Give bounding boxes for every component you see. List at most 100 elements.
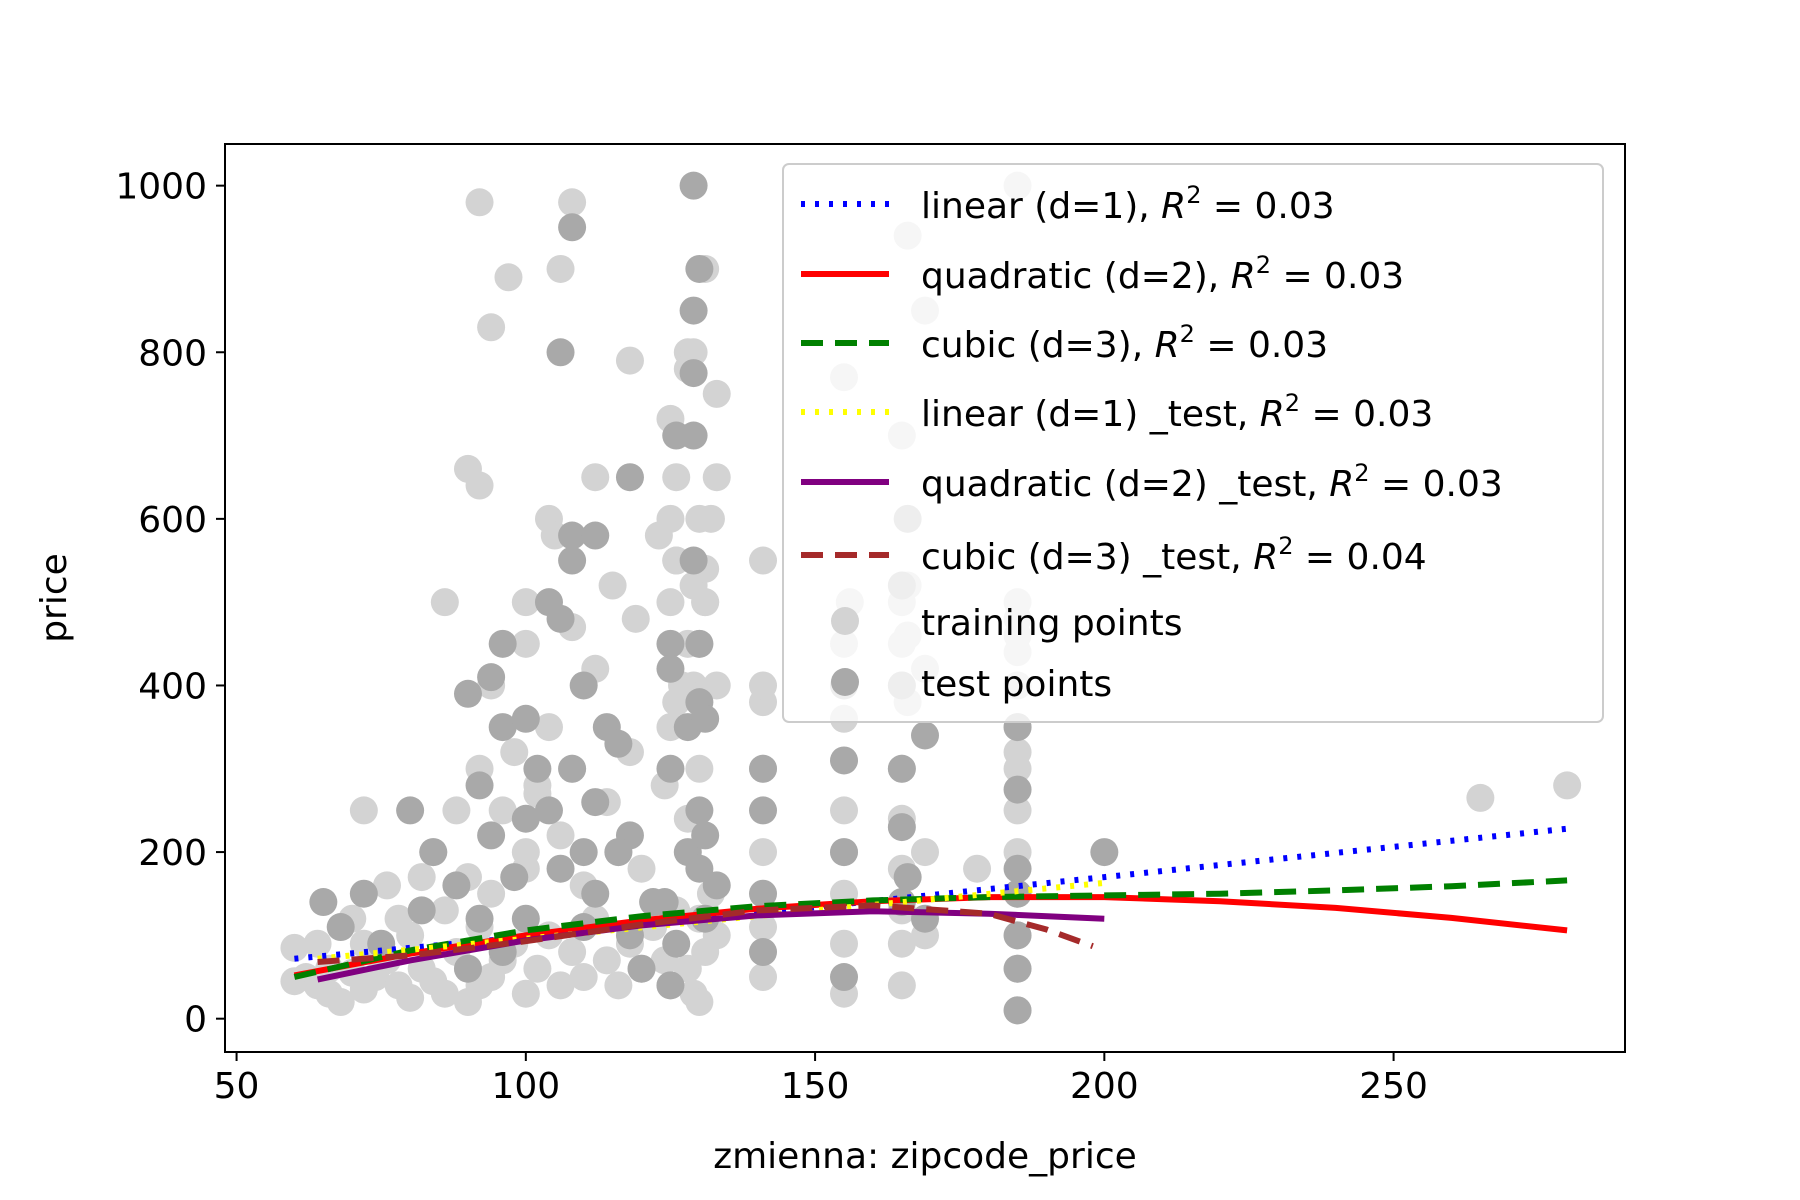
test-point bbox=[500, 863, 529, 892]
training-point bbox=[558, 188, 587, 217]
training-point bbox=[749, 838, 778, 867]
training-point bbox=[673, 954, 702, 983]
test-point bbox=[1003, 921, 1032, 950]
test-point bbox=[309, 888, 338, 917]
test-point bbox=[679, 171, 708, 200]
legend-label: cubic (d=3), R2 = 0.03 bbox=[921, 320, 1328, 366]
test-point bbox=[702, 871, 731, 900]
training-point bbox=[430, 979, 459, 1008]
training-point bbox=[430, 896, 459, 925]
test-point bbox=[477, 663, 506, 692]
test-point bbox=[887, 813, 916, 842]
test-point bbox=[679, 359, 708, 388]
training-point bbox=[749, 963, 778, 992]
y-tick-label: 600 bbox=[138, 500, 207, 541]
test-point bbox=[511, 804, 540, 833]
test-point bbox=[349, 879, 378, 908]
test-point bbox=[1003, 854, 1032, 883]
test-point bbox=[465, 904, 494, 933]
test-point bbox=[662, 929, 691, 958]
training-point bbox=[644, 521, 673, 550]
training-point bbox=[592, 946, 621, 975]
test-point bbox=[830, 963, 859, 992]
linear-test-line bbox=[317, 879, 1105, 962]
test-point bbox=[685, 254, 714, 283]
training-point bbox=[500, 738, 529, 767]
test-point bbox=[558, 213, 587, 242]
training-point bbox=[465, 188, 494, 217]
training-point bbox=[662, 463, 691, 492]
test-point bbox=[656, 971, 685, 1000]
training-point bbox=[627, 854, 656, 883]
test-point bbox=[679, 546, 708, 575]
x-tick-label: 50 bbox=[214, 1066, 260, 1107]
x-tick-label: 200 bbox=[1070, 1066, 1139, 1107]
training-point bbox=[1553, 771, 1582, 800]
training-point bbox=[621, 604, 650, 633]
test-point bbox=[691, 821, 720, 850]
test-point bbox=[407, 896, 436, 925]
training-point bbox=[407, 863, 436, 892]
training-point bbox=[494, 263, 523, 292]
test-point bbox=[419, 838, 448, 867]
training-points-legend-marker bbox=[831, 607, 859, 635]
plot-frame bbox=[224, 143, 1626, 1053]
training-point bbox=[691, 588, 720, 617]
y-axis: 0 200 400 600 800 1000 bbox=[115, 167, 225, 1041]
test-point bbox=[558, 521, 587, 550]
test-point bbox=[453, 954, 482, 983]
test-point bbox=[830, 838, 859, 867]
test-point bbox=[581, 879, 610, 908]
training-point bbox=[511, 979, 540, 1008]
training-point bbox=[685, 988, 714, 1017]
test-point bbox=[685, 854, 714, 883]
training-point bbox=[558, 938, 587, 967]
legend-label: test points bbox=[921, 664, 1112, 705]
training-point bbox=[749, 913, 778, 942]
training-point bbox=[656, 588, 685, 617]
test-point bbox=[581, 521, 610, 550]
training-point bbox=[280, 933, 309, 962]
y-tick-label: 0 bbox=[184, 1000, 207, 1041]
test-point bbox=[911, 721, 939, 750]
test-point bbox=[656, 629, 685, 658]
training-point bbox=[477, 313, 506, 342]
test-point bbox=[558, 754, 587, 783]
cubic-test-line bbox=[317, 902, 1094, 965]
test-point bbox=[685, 796, 714, 825]
test-point bbox=[679, 296, 708, 325]
x-tick-label: 250 bbox=[1359, 1066, 1428, 1107]
test-point bbox=[569, 838, 598, 867]
test-point bbox=[749, 796, 778, 825]
test-point bbox=[893, 863, 922, 892]
test-point bbox=[604, 838, 633, 867]
y-tick-label: 200 bbox=[138, 833, 207, 874]
y-axis-label: price bbox=[34, 553, 75, 643]
training-point bbox=[581, 463, 610, 492]
test-point bbox=[749, 879, 778, 908]
test-point bbox=[656, 654, 685, 683]
training-point bbox=[702, 379, 731, 408]
y-tick-label: 1000 bbox=[115, 167, 207, 208]
training-point bbox=[830, 796, 859, 825]
test-point bbox=[534, 796, 563, 825]
test-point bbox=[477, 821, 506, 850]
test-point bbox=[639, 888, 668, 917]
test-point bbox=[604, 729, 633, 758]
training-point bbox=[465, 471, 494, 500]
training-point bbox=[702, 671, 731, 700]
training-point bbox=[546, 971, 575, 1000]
test-point bbox=[685, 629, 714, 658]
test-point bbox=[326, 913, 355, 942]
legend-frame bbox=[782, 163, 1604, 723]
legend-label: linear (d=1) _test, R2 = 0.03 bbox=[921, 389, 1433, 435]
test-point bbox=[749, 938, 778, 967]
training-point bbox=[546, 254, 575, 283]
training-point bbox=[488, 796, 517, 825]
training-point bbox=[963, 854, 992, 883]
training-point bbox=[1003, 738, 1032, 767]
test-point bbox=[546, 338, 575, 367]
training-point bbox=[396, 983, 425, 1012]
training-point bbox=[830, 929, 859, 958]
